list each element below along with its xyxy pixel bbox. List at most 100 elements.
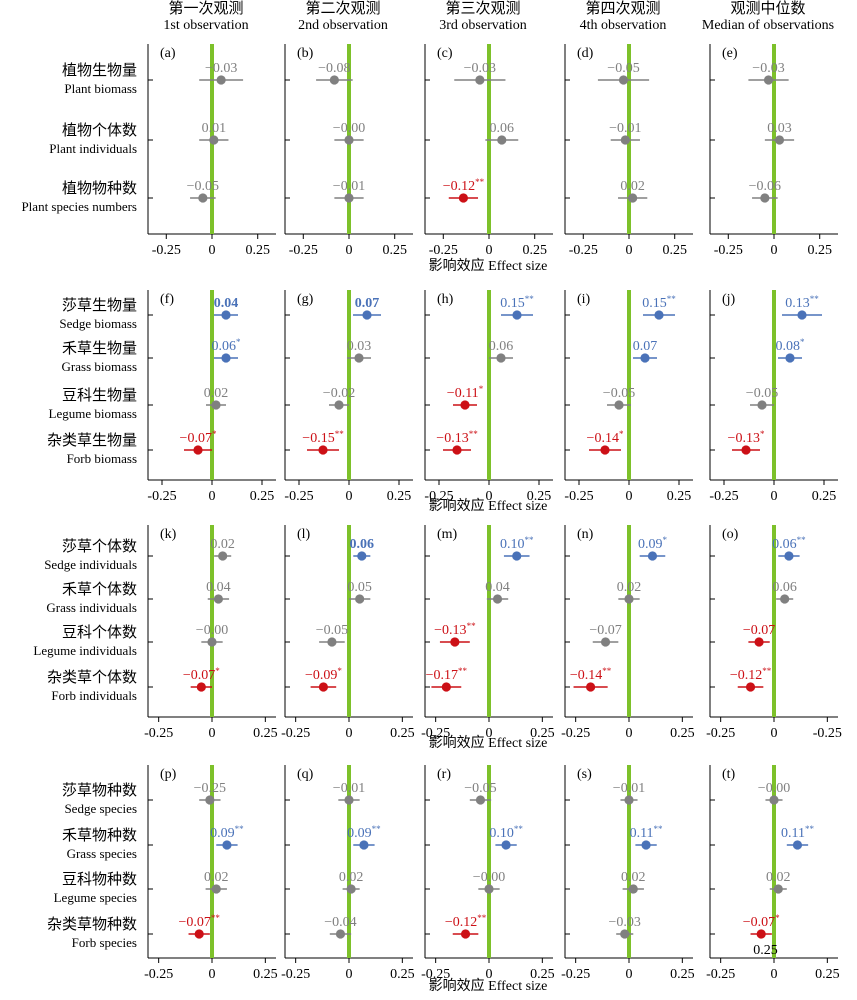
effect-point-group: −0.04	[324, 915, 357, 939]
effect-point-group: 0.02	[621, 870, 646, 894]
effect-value: 0.04	[206, 580, 231, 595]
x-tick-label: 0.25	[253, 967, 278, 982]
column-title-zh: 第三次观测	[445, 0, 520, 17]
panel-tag: (r)	[437, 767, 451, 782]
effect-point-group: 0.03	[347, 339, 371, 363]
effect-point	[344, 135, 354, 145]
effect-value: 0.06	[772, 537, 797, 552]
effect-point	[222, 840, 232, 850]
significance-stars: *	[479, 384, 484, 394]
effect-label: 0.15**	[642, 294, 676, 311]
effect-point	[774, 135, 785, 145]
effect-value: 0.04	[485, 580, 510, 595]
effect-label: 0.06*	[212, 337, 242, 354]
effect-value: 0.06	[772, 580, 797, 595]
effect-point-group: 0.06	[485, 121, 519, 145]
row-label-zh: 植物个体数	[62, 121, 137, 139]
x-axis-title: 影响效应 Effect size	[429, 734, 548, 751]
effect-point	[452, 445, 462, 455]
effect-point-group: 0.06*	[212, 337, 242, 363]
effect-point-group: 0.01	[199, 121, 229, 145]
column-title-zh: 第一次观测	[168, 0, 243, 17]
effect-label: 0.02	[210, 537, 235, 552]
effect-value: 0.07	[355, 296, 380, 311]
effect-label: −0.01	[609, 121, 641, 136]
effect-point	[329, 75, 339, 85]
effect-point-group: −0.05	[603, 386, 635, 410]
effect-point	[359, 840, 369, 850]
x-tick-label: 0	[486, 243, 493, 258]
row-label-zh: 莎草个体数	[62, 537, 137, 555]
effect-point	[586, 682, 596, 692]
effect-label: 0.05	[347, 580, 372, 595]
panel: -0.25 0 0.25 (s) −0.01 0.11** 0.02 −0.03	[561, 765, 695, 982]
significance-stars: **	[602, 666, 612, 676]
effect-value: 0.05	[347, 580, 372, 595]
panel: -0.25 0 0.25 (i) 0.15** 0.07 −0.05 −0.14*	[564, 290, 693, 504]
effect-label: 0.06	[490, 121, 515, 136]
effect-label: −0.01	[333, 781, 365, 796]
significance-stars: **	[475, 177, 485, 187]
effect-point	[496, 353, 506, 363]
effect-point	[344, 193, 354, 203]
panel-tag: (p)	[160, 767, 177, 782]
effect-point	[355, 594, 365, 604]
effect-label: 0.02	[766, 870, 791, 885]
effect-point	[512, 551, 522, 561]
row-label-zh: 豆科个体数	[62, 623, 137, 641]
effect-point-group: −0.07	[589, 623, 622, 647]
effect-value: −0.01	[333, 179, 365, 194]
x-tick-label: 0	[346, 726, 353, 741]
significance-stars: **	[810, 294, 820, 304]
effect-label: 0.02	[620, 179, 645, 194]
effect-point-group: −0.25	[194, 781, 226, 805]
panel: -0.25 0 0.25 (n) 0.09* 0.02 −0.07 −0.14**	[561, 525, 695, 741]
x-tick-label: 0.25	[522, 243, 547, 258]
x-tick-label: 0	[626, 489, 633, 504]
effect-value: −0.02	[323, 386, 355, 401]
effect-label: −0.07*	[743, 913, 780, 930]
effect-value: −0.12	[730, 668, 762, 683]
effect-label: −0.01	[613, 781, 645, 796]
effect-point-group: 0.05	[347, 580, 372, 604]
effect-label: −0.14*	[587, 429, 624, 446]
effect-value: −0.14	[587, 431, 619, 446]
effect-point	[769, 795, 779, 805]
x-tick-label: -0.25	[144, 967, 173, 982]
effect-label: −0.01	[333, 179, 365, 194]
x-tick-label: 0.25	[390, 726, 415, 741]
effect-value: 0.02	[339, 870, 364, 885]
effect-label: 0.09**	[210, 824, 244, 841]
x-tick-label: 0	[626, 967, 633, 982]
effect-label: −0.07*	[183, 666, 220, 683]
effect-point-group: −0.02	[323, 386, 355, 410]
row-label-en: Grass species	[67, 846, 137, 861]
effect-label: 0.11**	[781, 824, 814, 841]
panel-tag: (m)	[437, 527, 458, 542]
panel: -0.25 0 0.25 (e) −0.03 0.03 −0.06	[709, 44, 838, 258]
effect-point	[757, 400, 767, 410]
panel: -0.25 0 0.25 (d) −0.05 −0.01 0.02	[564, 44, 693, 258]
effect-label: −0.03	[609, 915, 641, 930]
effect-point	[484, 884, 494, 894]
effect-point-group: −0.14*	[587, 429, 624, 455]
x-tick-label: 0.25	[670, 967, 695, 982]
effect-value: −0.05	[607, 61, 639, 76]
effect-value: −0.00	[473, 870, 505, 885]
panel: -0.25 0 0.25(m)0.10**0.04−0.13**−0.17**	[421, 525, 555, 741]
effect-point-group: −0.13**	[436, 429, 478, 455]
effect-label: −0.12**	[445, 913, 487, 930]
effect-value: −0.04	[324, 915, 356, 930]
effect-value: −0.06	[749, 179, 781, 194]
x-tick-label: 0	[209, 243, 216, 258]
row-label: 植物生物量 Plant biomass	[62, 61, 137, 96]
x-tick-label: 0	[486, 489, 493, 504]
row-label-en: Plant biomass	[64, 81, 137, 96]
panel-tag: (g)	[297, 292, 314, 307]
effect-label: 0.04	[485, 580, 510, 595]
effect-label: 0.09**	[347, 824, 381, 841]
x-tick-label: 0.25	[527, 489, 552, 504]
x-tick-label: 0	[771, 489, 778, 504]
